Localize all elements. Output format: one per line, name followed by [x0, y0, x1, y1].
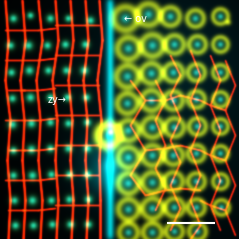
Text: ← ov: ← ov [124, 14, 147, 24]
Text: zy→: zy→ [48, 95, 67, 105]
